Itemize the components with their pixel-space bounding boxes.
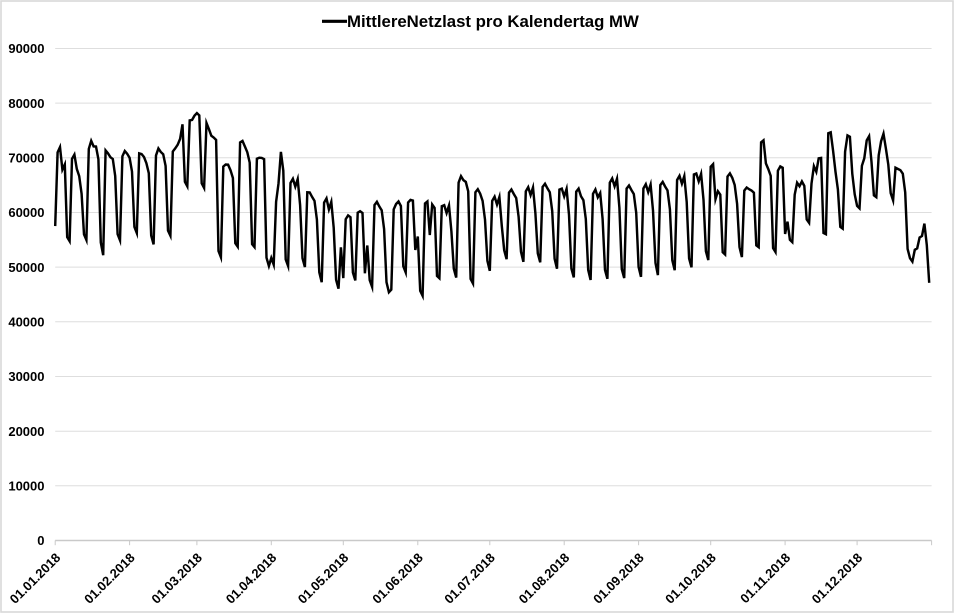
svg-text:MittlereNetzlast pro Kalendert: MittlereNetzlast pro Kalendertag MW [347, 12, 639, 31]
svg-text:0: 0 [37, 533, 44, 548]
svg-text:70000: 70000 [8, 151, 44, 166]
svg-text:10000: 10000 [8, 479, 44, 494]
svg-text:50000: 50000 [8, 260, 44, 275]
svg-text:30000: 30000 [8, 369, 44, 384]
svg-text:40000: 40000 [8, 315, 44, 330]
svg-text:60000: 60000 [8, 205, 44, 220]
svg-text:80000: 80000 [8, 96, 44, 111]
svg-text:20000: 20000 [8, 424, 44, 439]
svg-text:90000: 90000 [8, 41, 44, 56]
